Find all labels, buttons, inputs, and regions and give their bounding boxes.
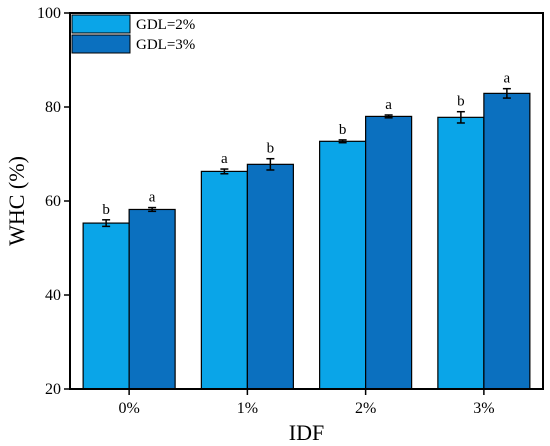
y-tick-label: 80 <box>45 99 61 116</box>
bars-layer <box>82 87 531 390</box>
significance-letter: a <box>149 190 156 206</box>
significance-letter: b <box>102 202 110 218</box>
bar-GDL=2%-0% <box>82 222 130 390</box>
significance-letter: b <box>339 122 347 138</box>
legend-item: GDL=2% <box>71 14 195 34</box>
x-tick-label: 0% <box>118 400 139 417</box>
legend-label: GDL=3% <box>136 37 195 53</box>
y-axis-title: WHC (%) <box>4 156 29 246</box>
x-axis-title: IDF <box>289 420 324 445</box>
significance-letter: b <box>267 141 275 157</box>
error-bar <box>220 168 229 175</box>
y-tick-label: 40 <box>45 287 61 304</box>
legend: GDL=2% GDL=3% <box>71 14 195 54</box>
y-tick-label: 100 <box>37 5 61 22</box>
error-bar <box>384 114 393 119</box>
error-bar <box>456 110 465 124</box>
bar-GDL=2%-1% <box>200 170 248 390</box>
y-tick-label: 60 <box>45 193 61 210</box>
error-bar <box>502 87 511 99</box>
significance-labels: b a a b b a b a <box>102 71 510 218</box>
x-tick-label: 3% <box>473 400 494 417</box>
axis-ticks: 20 40 60 80 100 0% 1% 2% 3% <box>37 5 495 417</box>
error-bar <box>102 219 111 228</box>
bar-GDL=2%-2% <box>319 140 367 390</box>
x-tick-label: 2% <box>355 400 376 417</box>
x-tick-label: 1% <box>237 400 258 417</box>
bar-GDL=3%-2% <box>365 115 413 390</box>
significance-letter: b <box>457 94 465 110</box>
legend-swatch <box>71 34 131 54</box>
legend-item: GDL=3% <box>71 34 195 54</box>
legend-swatch <box>71 14 131 34</box>
error-bar <box>148 206 157 213</box>
bar-GDL=3%-3% <box>483 92 531 390</box>
legend-label: GDL=2% <box>136 17 195 33</box>
error-bar <box>266 157 275 171</box>
significance-letter: a <box>504 71 511 87</box>
y-tick-label: 20 <box>45 381 61 398</box>
bar-GDL=3%-0% <box>128 208 176 390</box>
bar-GDL=2%-3% <box>437 116 485 390</box>
error-bar <box>338 139 347 144</box>
bar-GDL=3%-1% <box>246 163 294 390</box>
significance-letter: a <box>385 97 392 113</box>
significance-letter: a <box>221 151 228 167</box>
